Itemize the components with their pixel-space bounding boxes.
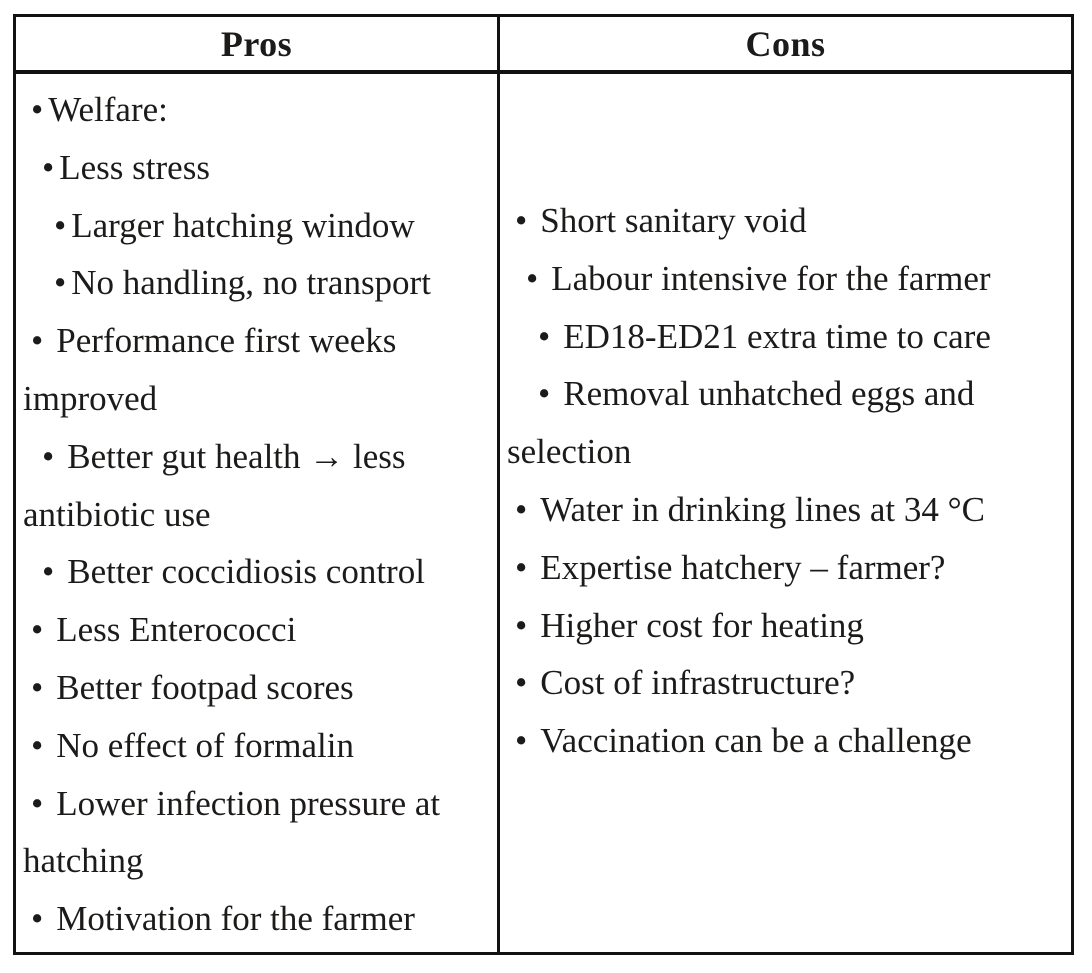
list-item-text: Better gut health → less antibiotic use [23, 436, 406, 534]
bullet-icon: • [515, 201, 528, 240]
cons-column-body: • Short sanitary void • Labour intensive fo… [500, 74, 1071, 952]
list-item: • Water in drinking lines at 34 °C [507, 481, 1065, 539]
list-item: • Performance first weeks improved [23, 312, 491, 428]
list-item-text: Less Enterococci [56, 610, 297, 650]
bullet-icon: • [54, 205, 67, 245]
list-item: • No effect of formalin [23, 717, 491, 775]
list-item: • Better footpad scores [23, 659, 491, 717]
list-item-text: Better footpad scores [56, 667, 354, 707]
bullet-icon: • [515, 547, 528, 587]
bullet-icon: • [42, 552, 55, 592]
list-item-text: Less stress [59, 147, 210, 187]
pros-column-body: • Welfare: • Less stress • Larger hatching wi… [16, 74, 500, 952]
list-item: • Higher cost for heating [507, 597, 1065, 655]
list-item-text: Performance first weeks improved [23, 321, 397, 418]
list-item-text: Cost of infrastructure? [540, 663, 856, 703]
bullet-icon: • [538, 374, 551, 414]
bullet-icon: • [31, 610, 44, 650]
pros-cons-table: Pros Cons • Welfare: • Less stress • Larger h… [13, 14, 1074, 955]
list-item-text: Expertise hatchery – farmer? [540, 547, 946, 587]
bullet-icon: • [42, 436, 55, 476]
bullet-icon: • [515, 663, 528, 703]
bullet-icon: • [42, 147, 55, 187]
list-item: • Cost of infrastructure? [507, 654, 1065, 712]
list-item-text: Larger hatching window [71, 205, 415, 245]
bullet-icon: • [538, 316, 551, 356]
list-item: • Better coccidiosis control [23, 543, 491, 601]
list-item: • Less Enterococci [23, 601, 491, 659]
bullet-icon: • [31, 667, 44, 707]
list-item-text: Motivation for the farmer [56, 899, 415, 939]
bullet-icon: • [515, 721, 528, 761]
list-item-text: Removal unhatched eggs and selection [507, 374, 975, 472]
list-item: • Vaccination can be a challenge [507, 712, 1065, 770]
list-item: • Less stress [23, 139, 491, 197]
pros-header-label: Pros [220, 23, 293, 64]
bullet-icon: • [31, 725, 44, 765]
list-item: • Welfare: [23, 81, 491, 139]
bullet-icon: • [31, 321, 44, 361]
list-item-text: ED18-ED21 extra time to care [563, 316, 991, 356]
cons-column-header: Cons [500, 17, 1071, 74]
list-item-text: Labour intensive for the farmer [551, 258, 991, 298]
list-item-text: Short sanitary void [540, 201, 807, 240]
list-item: • Removal unhatched eggs and selection [507, 365, 1065, 481]
cons-header-label: Cons [745, 23, 826, 64]
list-item: • Short sanitary void [507, 192, 1065, 250]
bullet-icon: • [526, 258, 539, 298]
list-item-text: Higher cost for heating [540, 605, 864, 645]
bullet-icon: • [31, 783, 44, 823]
list-item-text: No effect of formalin [56, 725, 354, 765]
list-item: • Motivation for the farmer [23, 890, 491, 948]
list-item: • ED18-ED21 extra time to care [507, 308, 1065, 366]
list-item: • Larger hatching window [23, 197, 491, 255]
bullet-icon: • [515, 489, 528, 529]
list-item-text: Lower infection pressure at hatching [23, 783, 441, 881]
list-item-text: No handling, no transport [71, 263, 431, 303]
list-item: • Better gut health → less antibiotic use [23, 428, 491, 544]
list-item-text: Vaccination can be a challenge [540, 721, 972, 761]
list-item: • Lower infection pressure at hatching [23, 775, 491, 891]
bullet-icon: • [54, 263, 67, 303]
list-item-text: Better coccidiosis control [67, 552, 425, 592]
pros-column-header: Pros [16, 17, 500, 74]
bullet-icon: • [515, 605, 528, 645]
bullet-icon: • [31, 899, 44, 939]
list-item-text: Welfare: [48, 90, 168, 129]
bullet-icon: • [31, 90, 44, 129]
list-item-text: Water in drinking lines at 34 °C [540, 489, 985, 529]
list-item: • Expertise hatchery – farmer? [507, 539, 1065, 597]
list-item: • No handling, no transport [23, 254, 491, 312]
list-item: • Labour intensive for the farmer [507, 250, 1065, 308]
